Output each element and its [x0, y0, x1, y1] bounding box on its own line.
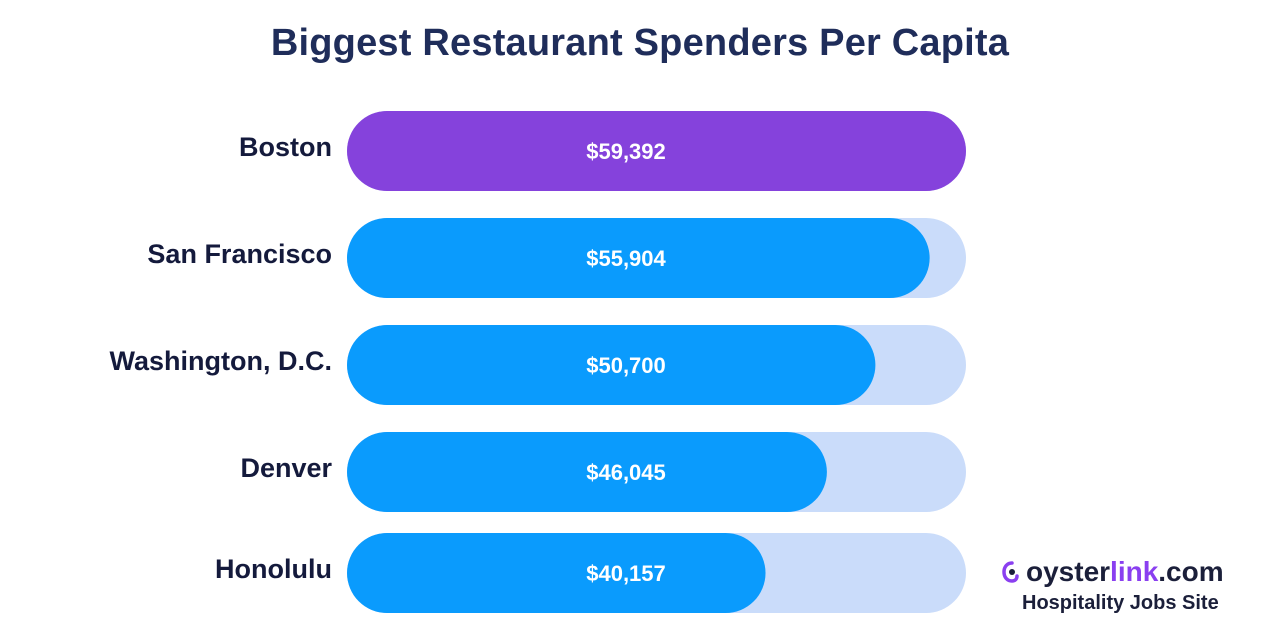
bar-honolulu — [347, 533, 766, 613]
value-label: $50,700 — [586, 353, 666, 378]
category-label: Honolulu — [215, 554, 332, 584]
bar-denver — [347, 432, 827, 512]
bar-washington-d-c — [347, 325, 876, 405]
brand-wordmark: oyster link .com — [1002, 556, 1262, 588]
brand-com-text: .com — [1158, 556, 1224, 587]
brand-link-text: link — [1110, 556, 1159, 587]
value-label: $55,904 — [586, 246, 666, 271]
brand-logo: oyster link .com Hospitality Jobs Site — [1002, 556, 1262, 626]
value-label: $59,392 — [586, 139, 666, 164]
bar-san-francisco — [347, 218, 930, 298]
category-label: Boston — [239, 132, 332, 162]
value-label: $40,157 — [586, 561, 666, 586]
bar-boston — [347, 111, 966, 191]
brand-oyster-text: oyster — [1026, 556, 1111, 587]
category-label: Denver — [240, 453, 332, 483]
brand-tagline: Hospitality Jobs Site — [1022, 592, 1219, 614]
category-label: San Francisco — [147, 239, 332, 269]
chart-title: Biggest Restaurant Spenders Per Capita — [270, 22, 1010, 64]
value-label: $46,045 — [586, 460, 666, 485]
category-label: Washington, D.C. — [110, 346, 332, 376]
oyster-logo-icon — [1002, 561, 1019, 583]
